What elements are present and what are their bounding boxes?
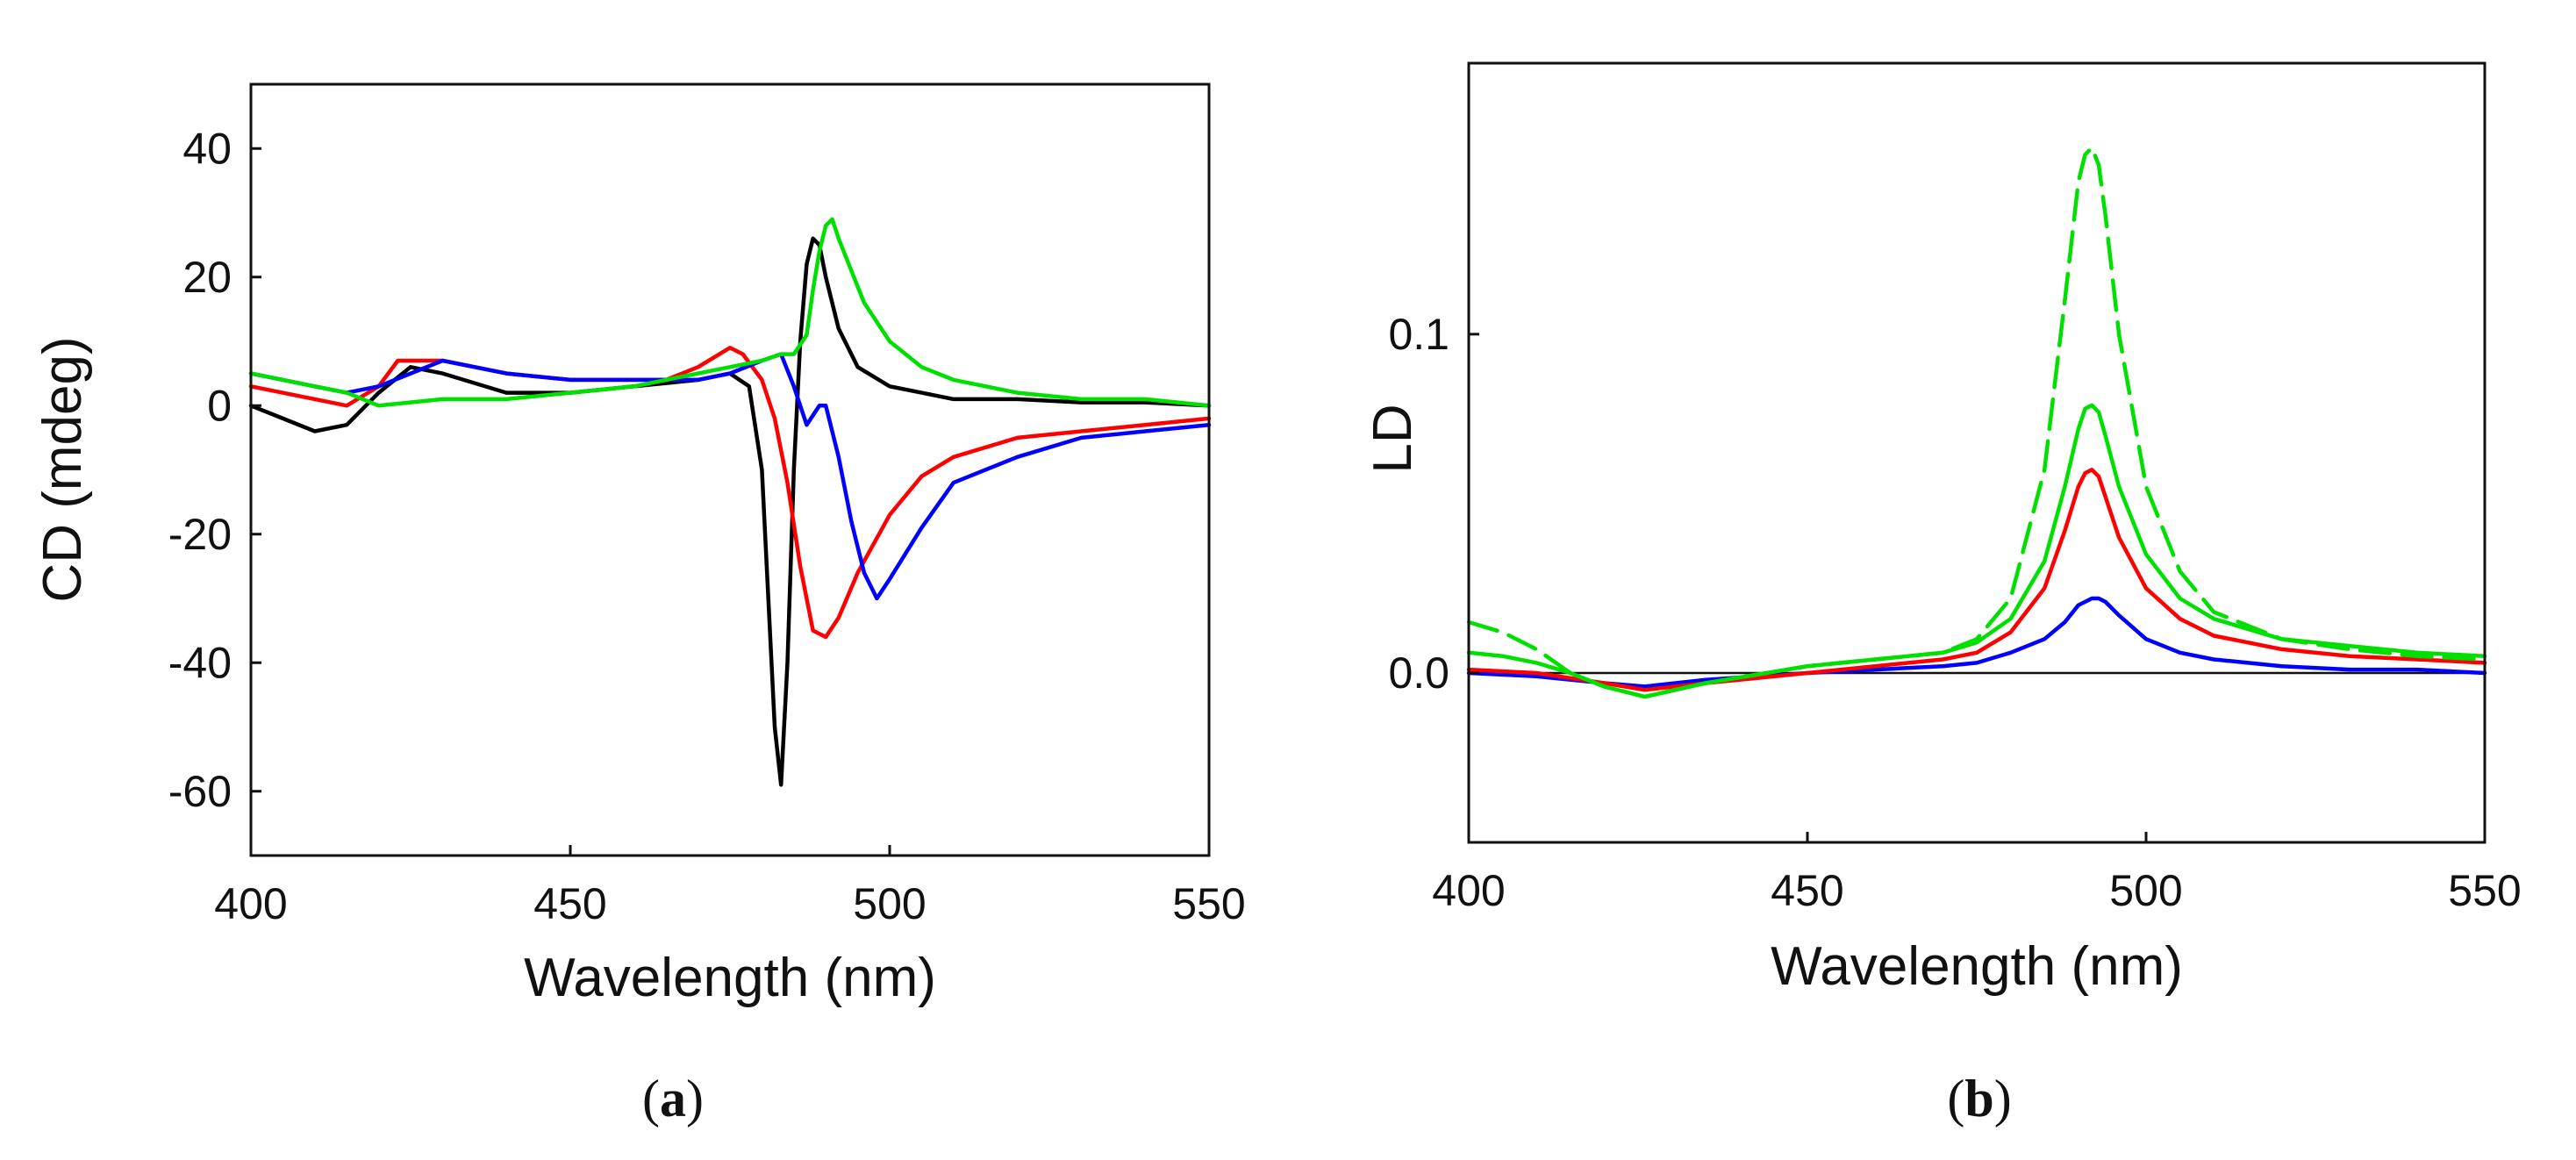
x-tick-label: 400 — [1432, 866, 1505, 915]
y-tick-label: 0.0 — [1388, 648, 1449, 698]
series-line-blue — [1466, 596, 2487, 689]
series-line-green-dashed — [1466, 146, 2487, 699]
y-tick-label: 20 — [182, 253, 232, 302]
x-tick-label: 500 — [853, 879, 926, 928]
y-tick-label: -40 — [168, 638, 232, 687]
series-line-blue — [248, 352, 1212, 601]
panel-label: a — [660, 1070, 686, 1128]
y-tick-label: 40 — [182, 124, 232, 173]
panel-caption: (b) — [1947, 1070, 2011, 1128]
y-tick-label: -20 — [168, 510, 232, 559]
plot-frame — [249, 82, 1211, 857]
x-tick-label: 550 — [1172, 879, 1245, 928]
series-line-red — [248, 346, 1212, 640]
x-tick-label: 450 — [1771, 866, 1843, 915]
panel-caption: (a) — [642, 1070, 704, 1128]
panel-a: 400 450 500 550 -60 -40 -20 0 20 40 Wavelength (nm… — [32, 82, 1246, 1128]
y-axis-title: LD — [1363, 404, 1423, 473]
series-line-green — [248, 217, 1212, 408]
plot-frame — [1467, 61, 2487, 844]
x-axis-title: Wavelength (nm) — [1771, 936, 2183, 997]
x-tick-label: 400 — [214, 879, 287, 928]
x-tick-label: 500 — [2109, 866, 2182, 915]
panel-b: 400 450 500 550 0.0 0.1 Wavelength (nm) LD (b) — [1363, 61, 2522, 1128]
y-axis-title: CD (mdeg) — [32, 336, 93, 602]
x-tick-label: 450 — [533, 879, 606, 928]
y-tick-label: 0.1 — [1388, 310, 1449, 359]
series-line-green — [1466, 403, 2487, 699]
y-tick-label: -60 — [168, 767, 232, 816]
x-tick-label: 550 — [2448, 866, 2521, 915]
y-tick-label: 0 — [207, 381, 232, 430]
x-axis-title: Wavelength (nm) — [524, 948, 936, 1008]
panel-label: b — [1964, 1070, 1993, 1128]
